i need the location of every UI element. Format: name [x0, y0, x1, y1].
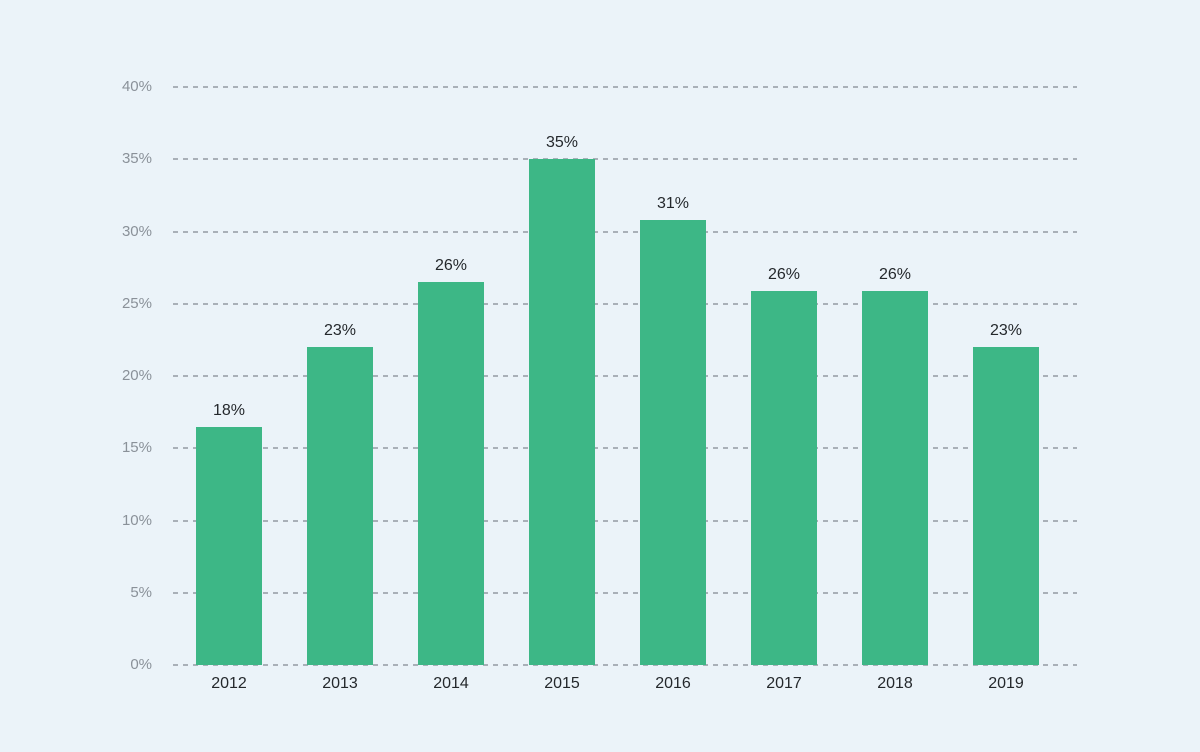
bar-value-label: 23% [989, 322, 1023, 340]
x-axis-tick-label: 2015 [544, 675, 580, 692]
bar-group: 31% [640, 87, 706, 665]
y-axis-tick-label: 25% [121, 294, 152, 312]
x-axis-tick-label: 2012 [211, 675, 247, 692]
bar-value-label: 26% [878, 265, 912, 283]
bar-group: 26% [862, 87, 928, 665]
bar [307, 347, 373, 665]
bar-group: 23% [307, 87, 373, 665]
x-axis-tick-label: 2018 [877, 675, 913, 692]
x-axis-tick-label: 2013 [322, 675, 358, 692]
x-axis-tick-label: 2017 [766, 675, 802, 692]
bar-group: 35% [529, 87, 595, 665]
x-axis-tick-label: 2014 [433, 675, 469, 692]
bar-group: 18% [196, 87, 262, 665]
gridline [173, 664, 1077, 666]
gridline [173, 447, 1077, 450]
bar-value-label: 18% [212, 401, 246, 419]
gridline [173, 230, 1077, 233]
bar [862, 290, 928, 665]
bar-group: 23% [973, 87, 1039, 665]
gridline [173, 591, 1077, 594]
bar-group: 26% [751, 87, 817, 665]
bar [751, 290, 817, 665]
y-axis-tick-label: 40% [121, 78, 152, 95]
y-axis-tick-label: 20% [121, 367, 152, 384]
bar-value-label: 26% [434, 257, 468, 275]
x-axis-tick-label: 2019 [988, 675, 1024, 692]
bar [196, 426, 262, 665]
x-axis-tick-label: 2016 [655, 675, 691, 692]
bar-value-label: 26% [767, 265, 801, 283]
gridline [173, 375, 1077, 377]
bar-value-label: 31% [656, 194, 690, 212]
gridline [173, 86, 1077, 88]
bar-value-label: 23% [323, 322, 357, 340]
y-axis-tick-label: 10% [121, 511, 152, 529]
gridline [173, 519, 1077, 522]
bars-container: 18% 23% 26% 35% 31% 26% 26% 23% [196, 87, 1039, 665]
y-axis-tick-label: 0% [130, 656, 152, 673]
x-axis: 2012 2013 2014 2015 2016 2017 2018 2019 [196, 674, 1039, 693]
y-axis-tick-label: 35% [121, 150, 152, 168]
gridline [173, 302, 1077, 305]
y-axis-tick-label: 15% [121, 439, 152, 457]
bar [529, 159, 595, 665]
bar [973, 347, 1039, 665]
bar-value-label: 35% [545, 134, 579, 152]
bar-group: 26% [418, 87, 484, 665]
gridline [173, 158, 1077, 161]
y-axis: 0% 5% 10% 15% 20% 25% 30% 35% 40% [0, 78, 152, 673]
bar [418, 282, 484, 665]
y-axis-tick-label: 30% [121, 222, 152, 240]
plot-area: 18% 23% 26% 35% 31% 26% 26% 23% [173, 86, 1077, 666]
bar [640, 219, 706, 665]
y-axis-tick-label: 5% [130, 583, 152, 601]
